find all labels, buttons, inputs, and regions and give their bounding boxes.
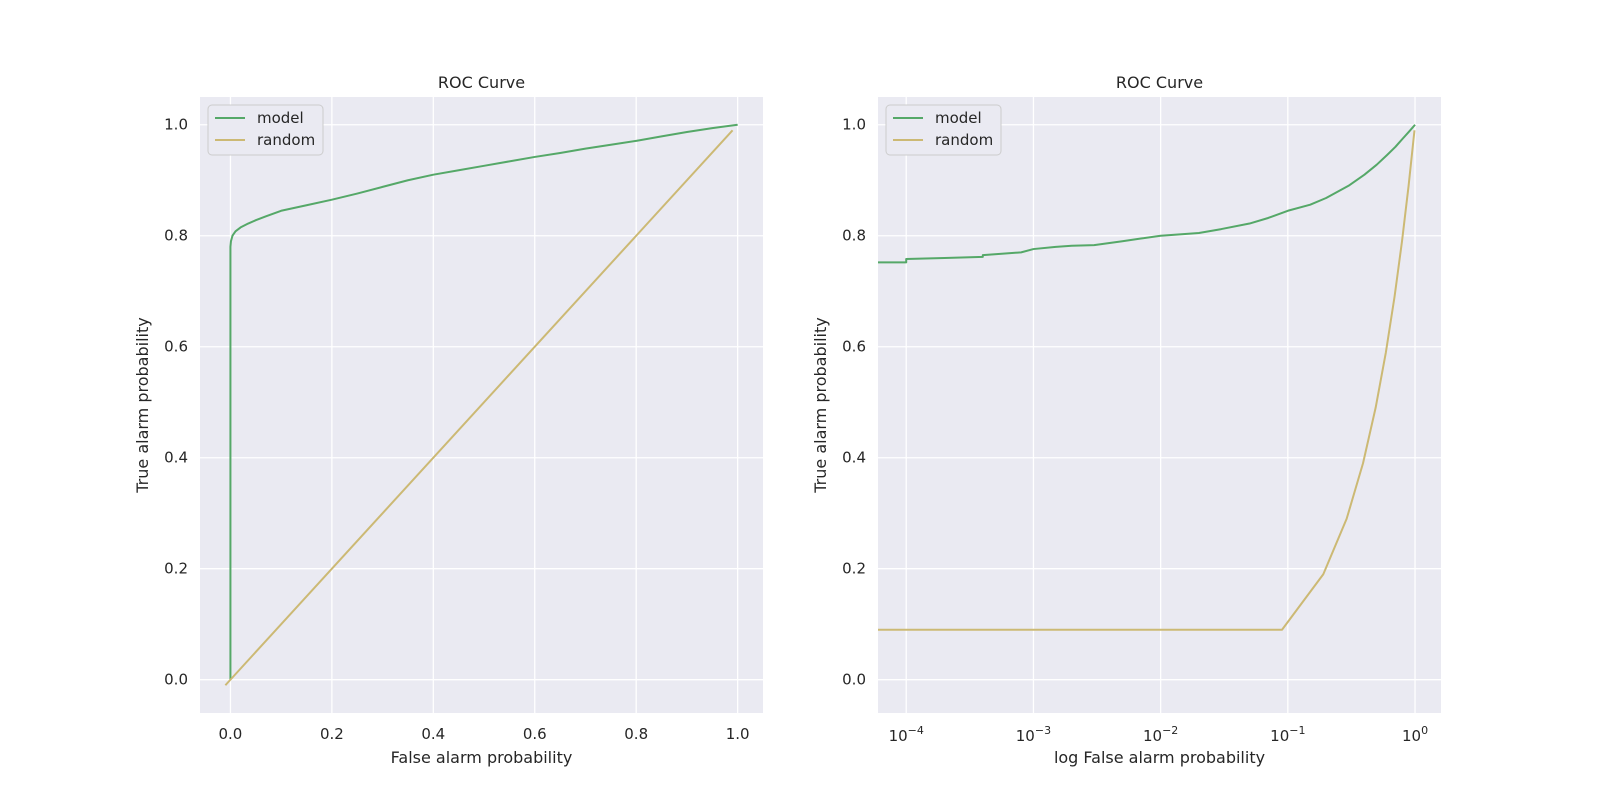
x-tick-label: 1.0	[726, 725, 750, 743]
series-line-random	[878, 130, 1416, 631]
y-axis-label: True alarm probability	[811, 317, 830, 493]
x-tick-base: 10	[1402, 727, 1421, 745]
y-tick-label: 0.2	[842, 560, 866, 578]
x-tick-base: 10	[1016, 727, 1035, 745]
y-tick-label: 0.2	[164, 560, 188, 578]
x-tick-base: 10	[1143, 727, 1162, 745]
y-tick-label: 0.6	[164, 338, 188, 356]
y-tick-label: 1.0	[842, 116, 866, 134]
x-tick-label: 0.2	[320, 725, 344, 743]
x-tick-label: 0.6	[523, 725, 547, 743]
x-tick-base: 10	[889, 727, 908, 745]
chart-title: ROC Curve	[438, 73, 525, 92]
y-axis-label: True alarm probability	[133, 317, 152, 493]
x-tick-label: 10−2	[1143, 724, 1178, 745]
legend-label: random	[935, 131, 993, 149]
x-tick-label: 10−1	[1270, 724, 1305, 745]
y-tick-label: 0.4	[164, 449, 188, 467]
y-tick-label: 0.0	[842, 671, 866, 689]
series-line-model	[878, 124, 1416, 264]
chart-title: ROC Curve	[1116, 73, 1203, 92]
x-tick-exponent: −4	[908, 724, 924, 737]
x-tick-label: 10−3	[1016, 724, 1051, 745]
y-tick-label: 1.0	[164, 116, 188, 134]
x-tick-exponent: −3	[1035, 724, 1051, 737]
legend: model random	[207, 104, 324, 156]
x-axis-label: log False alarm probability	[1054, 748, 1265, 767]
y-tick-label: 0.6	[842, 338, 866, 356]
roc-linear-panel: 0.0 0.2 0.4 0.6 0.8 1.0 0.0 0.2 0.4 0.6 0.8 1.0 ROC …	[133, 73, 763, 767]
x-axis-label: False alarm probability	[391, 748, 573, 767]
legend: model random	[885, 104, 1002, 156]
y-tick-label: 0.8	[842, 227, 866, 245]
x-tick-exponent: −2	[1162, 724, 1178, 737]
legend-label: model	[935, 109, 982, 127]
series-line-random	[224, 129, 734, 686]
roc-log-panel: 10−4 10−3 10−2 10−1 1000.00.20.40.60.81.0ROC…	[811, 73, 1441, 767]
y-tick-label: 0.0	[164, 671, 188, 689]
y-tick-label: 0.4	[842, 449, 866, 467]
x-tick-label: 0.4	[421, 725, 445, 743]
x-tick-exponent: 0	[1421, 724, 1428, 737]
x-tick-label: 10−4	[889, 724, 924, 745]
y-tick-label: 0.8	[164, 227, 188, 245]
legend-label: model	[257, 109, 304, 127]
x-tick-label: 0.8	[624, 725, 648, 743]
legend-label: random	[257, 131, 315, 149]
x-tick-label: 100	[1402, 724, 1428, 745]
series-line-model	[229, 123, 738, 680]
x-tick-exponent: −1	[1289, 724, 1305, 737]
x-tick-label: 0.0	[219, 725, 243, 743]
x-tick-base: 10	[1270, 727, 1289, 745]
plot-area	[878, 97, 1441, 713]
